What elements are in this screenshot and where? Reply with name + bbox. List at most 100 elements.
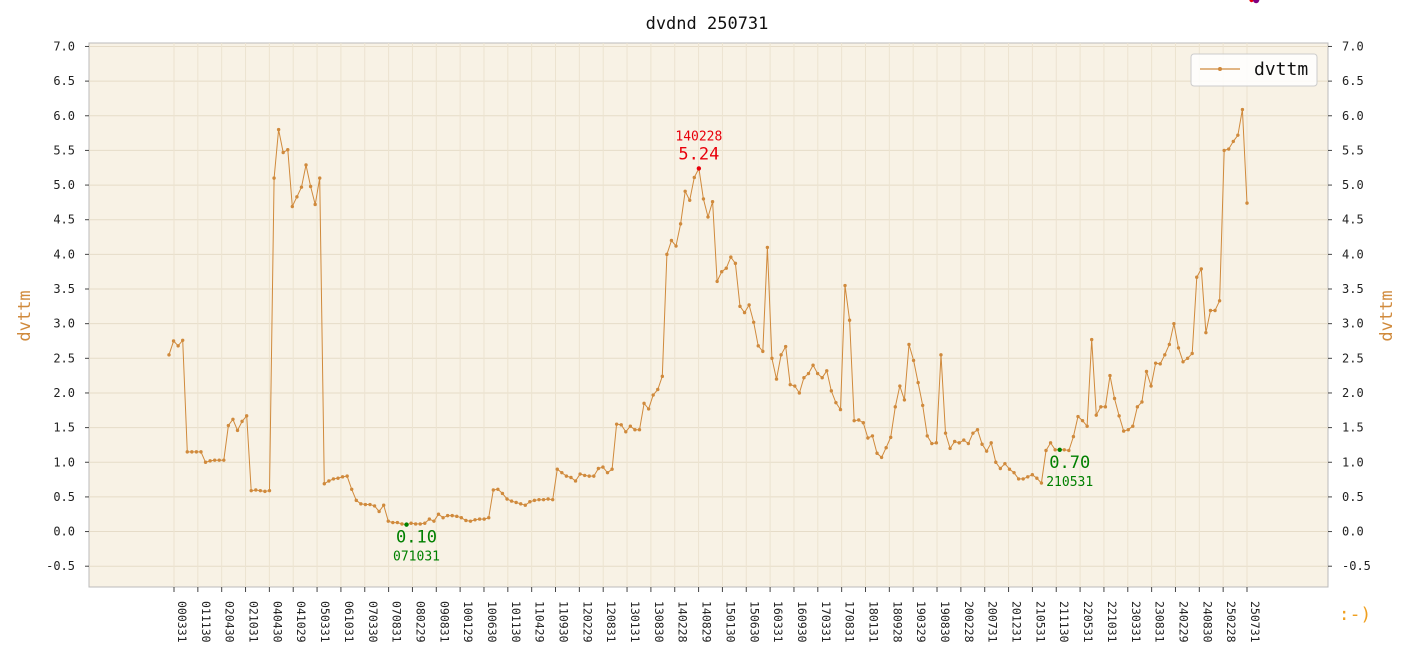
y-axis-label-left: dvttm xyxy=(15,290,35,341)
data-point xyxy=(902,398,907,402)
data-point xyxy=(715,279,719,284)
data-point xyxy=(1181,360,1185,364)
data-point xyxy=(308,184,313,189)
data-point xyxy=(1117,414,1121,418)
data-point xyxy=(779,353,783,357)
data-point xyxy=(190,450,194,454)
y-tick-label-right: 0.0 xyxy=(1342,525,1364,539)
data-point xyxy=(642,401,646,406)
data-point xyxy=(1153,361,1158,365)
data-point xyxy=(893,405,897,409)
data-point xyxy=(980,442,984,446)
chart-title: dvdnd 250731 xyxy=(646,14,769,34)
data-point xyxy=(1227,147,1231,151)
data-point xyxy=(208,459,212,463)
y-axis-label-right: dvttm xyxy=(1377,290,1397,341)
data-point xyxy=(683,189,687,194)
data-point xyxy=(861,421,866,425)
data-point xyxy=(441,516,445,520)
data-point xyxy=(1076,414,1080,419)
data-point xyxy=(235,428,240,433)
data-point xyxy=(614,422,619,426)
y-tick-label-left: 3.5 xyxy=(53,282,75,296)
data-point xyxy=(276,127,281,132)
data-point xyxy=(413,522,418,526)
x-tick-label: 070831 xyxy=(390,601,404,643)
data-point xyxy=(1108,373,1112,378)
data-point xyxy=(852,418,856,423)
data-point xyxy=(249,488,253,493)
data-point xyxy=(464,518,468,523)
data-point xyxy=(975,427,980,432)
annotation-value: 5.24 xyxy=(678,144,719,164)
data-point xyxy=(1121,429,1126,433)
data-point xyxy=(1094,413,1098,417)
data-point xyxy=(1048,441,1053,445)
x-tick-label: 190329 xyxy=(914,601,928,643)
data-point xyxy=(788,382,792,387)
x-tick-label: 101130 xyxy=(509,601,523,643)
data-point xyxy=(866,436,870,440)
data-point xyxy=(528,500,532,504)
annotation-date: 210531 xyxy=(1046,475,1093,490)
x-tick-label: 090831 xyxy=(437,601,451,643)
y-tick-label-left: 0.5 xyxy=(53,490,75,504)
x-tick-label: 041029 xyxy=(294,601,308,643)
annotation-date: 140228 xyxy=(675,129,722,144)
annotation-date: 250731 xyxy=(1266,0,1313,4)
data-point xyxy=(710,199,715,204)
data-point xyxy=(1204,330,1208,335)
smiley-footer: :-) xyxy=(1339,604,1372,625)
data-point xyxy=(1030,473,1035,477)
annotation-date: 071031 xyxy=(393,550,440,565)
data-point xyxy=(637,427,642,432)
y-tick-label-right: 4.0 xyxy=(1342,247,1364,261)
data-point xyxy=(432,519,436,523)
data-point xyxy=(774,377,779,381)
y-tick-label-right: 4.5 xyxy=(1342,213,1364,227)
data-point xyxy=(1163,353,1167,357)
x-tick-label: 190830 xyxy=(938,601,952,643)
data-point xyxy=(898,384,902,388)
data-point xyxy=(1208,308,1213,313)
data-point xyxy=(738,304,742,309)
y-tick-label-right: -0.5 xyxy=(1342,559,1371,573)
data-point xyxy=(555,467,559,471)
y-axis-right: -0.5 0.0 0.5 1.0 1.5 2.0 2.5 3.0 3.5 4.0 4.5 5.0 5.5… xyxy=(1328,39,1371,573)
data-point xyxy=(592,474,596,478)
data-point xyxy=(930,441,934,446)
data-point xyxy=(843,283,847,288)
legend-box xyxy=(1190,53,1318,87)
data-point xyxy=(706,215,710,219)
data-point xyxy=(756,344,760,348)
data-point xyxy=(519,502,523,506)
y-tick-label-left: 6.5 xyxy=(53,74,75,88)
data-point xyxy=(1140,400,1144,404)
data-point xyxy=(765,245,770,250)
data-point xyxy=(688,198,692,203)
data-point xyxy=(363,502,368,507)
data-point xyxy=(925,434,929,438)
data-point xyxy=(1199,267,1204,271)
y-tick-label-left: 6.0 xyxy=(53,109,75,123)
x-tick-label: 100129 xyxy=(461,601,475,643)
data-point xyxy=(560,470,564,475)
data-point xyxy=(610,467,614,471)
data-point xyxy=(957,441,961,445)
x-tick-label: 180928 xyxy=(890,601,904,643)
data-point xyxy=(1195,275,1199,279)
x-tick-label: 210531 xyxy=(1033,601,1047,643)
x-axis: 000331 011130 020430 021031 040430 041029 0503… xyxy=(173,587,1262,643)
data-point xyxy=(491,488,496,492)
data-point xyxy=(665,252,669,257)
x-tick-label: 240830 xyxy=(1200,601,1214,643)
data-point xyxy=(720,269,724,274)
x-tick-label: 250228 xyxy=(1224,601,1238,643)
data-point xyxy=(911,358,916,363)
data-point xyxy=(313,202,317,207)
data-point xyxy=(916,380,920,385)
data-point xyxy=(331,477,336,481)
x-tick-label: 070330 xyxy=(366,601,380,643)
data-point xyxy=(1085,424,1089,428)
x-tick-label: 110930 xyxy=(557,601,571,643)
